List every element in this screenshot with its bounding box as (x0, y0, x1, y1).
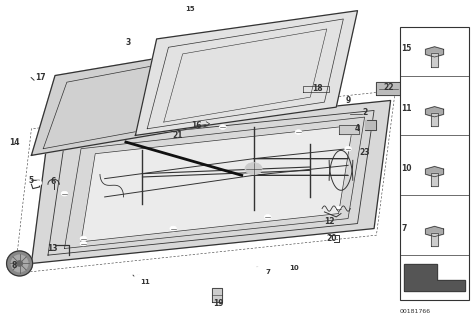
Text: 11: 11 (140, 279, 150, 285)
Circle shape (245, 163, 262, 175)
Text: 7: 7 (401, 224, 407, 233)
Polygon shape (81, 126, 353, 242)
Circle shape (219, 125, 226, 129)
Polygon shape (426, 226, 444, 237)
Polygon shape (431, 173, 438, 186)
Text: 3: 3 (126, 38, 131, 47)
Text: 2: 2 (362, 108, 367, 117)
Circle shape (335, 206, 342, 211)
Text: 10: 10 (289, 266, 299, 272)
Text: 11: 11 (401, 104, 412, 113)
Circle shape (137, 130, 144, 134)
Circle shape (61, 140, 68, 144)
Polygon shape (431, 53, 438, 66)
Ellipse shape (11, 255, 28, 272)
Polygon shape (303, 86, 329, 92)
Text: 1: 1 (255, 266, 261, 275)
Polygon shape (136, 11, 357, 135)
Circle shape (345, 146, 351, 151)
Circle shape (295, 130, 302, 134)
Polygon shape (426, 107, 444, 117)
Polygon shape (31, 46, 232, 155)
Circle shape (177, 0, 202, 18)
Text: 4: 4 (355, 124, 360, 133)
Polygon shape (376, 82, 400, 96)
Circle shape (61, 191, 68, 196)
Circle shape (264, 214, 271, 219)
Text: 21: 21 (173, 131, 183, 140)
Text: 23: 23 (359, 148, 370, 157)
Polygon shape (404, 264, 465, 291)
Text: 12: 12 (324, 217, 335, 226)
Text: 8: 8 (11, 261, 17, 270)
Text: 6: 6 (50, 177, 55, 186)
Text: 7: 7 (265, 269, 270, 275)
Text: 13: 13 (47, 244, 58, 253)
Text: 15: 15 (185, 6, 194, 12)
Polygon shape (365, 121, 376, 130)
Circle shape (282, 260, 306, 277)
Text: 5: 5 (29, 176, 34, 185)
Text: 15: 15 (401, 44, 412, 53)
Polygon shape (426, 47, 444, 57)
Circle shape (133, 273, 157, 290)
Polygon shape (212, 288, 222, 302)
Text: 20: 20 (326, 234, 337, 243)
Text: 00181766: 00181766 (400, 309, 431, 314)
Text: 16: 16 (191, 121, 202, 130)
Text: 10: 10 (401, 164, 412, 173)
Text: 14: 14 (9, 138, 20, 147)
Circle shape (255, 263, 280, 281)
Circle shape (80, 241, 87, 246)
Circle shape (170, 226, 176, 231)
Ellipse shape (17, 261, 22, 266)
Text: 19: 19 (213, 299, 223, 308)
Polygon shape (31, 101, 391, 264)
Text: 22: 22 (383, 83, 393, 92)
Polygon shape (431, 233, 438, 246)
Text: 18: 18 (312, 85, 323, 93)
Ellipse shape (7, 251, 33, 276)
Polygon shape (338, 126, 359, 134)
Circle shape (80, 236, 87, 241)
Polygon shape (431, 113, 438, 127)
Polygon shape (426, 167, 444, 177)
Text: 9: 9 (346, 96, 351, 105)
Circle shape (35, 181, 42, 185)
Text: 17: 17 (36, 73, 46, 82)
Bar (400, 27, 469, 300)
